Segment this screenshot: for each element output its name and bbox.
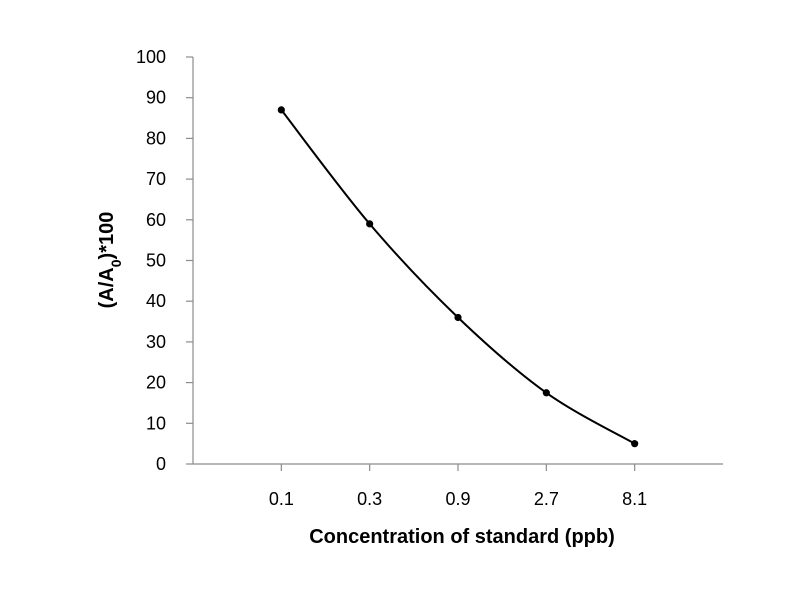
- y-tick-label: 50: [146, 251, 166, 271]
- y-tick-label: 100: [136, 47, 166, 67]
- y-tick-label: 10: [146, 413, 166, 433]
- y-axis-title-suffix: )*100: [96, 212, 118, 260]
- series: [277, 106, 639, 448]
- data-point: [631, 440, 639, 448]
- y-axis-title-subscript: 0: [108, 259, 124, 267]
- y-axis-title: (A/A0)*100: [96, 212, 124, 309]
- x-tick-label: 0.9: [445, 489, 470, 509]
- y-tick-label: 30: [146, 332, 166, 352]
- axes: [192, 57, 723, 465]
- x-tick-label: 0.3: [357, 489, 382, 509]
- y-tick-label: 80: [146, 128, 166, 148]
- data-point: [277, 106, 285, 114]
- y-axis-title-prefix: (A/A: [96, 267, 118, 308]
- series-line: [280, 109, 636, 445]
- y-tick-label: 90: [146, 88, 166, 108]
- x-tick-label: 2.7: [534, 489, 559, 509]
- data-point: [542, 389, 550, 397]
- data-point: [366, 220, 374, 228]
- y-tick-label: 40: [146, 291, 166, 311]
- y-tick-label: 0: [156, 454, 166, 474]
- y-tick-label: 60: [146, 210, 166, 230]
- y-axis-ticks: 0 10 20 30 40 50 60 70 80 90 100: [136, 47, 193, 474]
- x-tick-label: 8.1: [622, 489, 647, 509]
- y-tick-label: 70: [146, 169, 166, 189]
- x-axis-title: Concentration of standard (ppb): [309, 526, 615, 548]
- y-tick-label: 20: [146, 373, 166, 393]
- data-point: [454, 313, 462, 322]
- x-axis-ticks: 0.1 0.3 0.9 2.7 8.1: [269, 464, 647, 509]
- x-tick-label: 0.1: [269, 489, 294, 509]
